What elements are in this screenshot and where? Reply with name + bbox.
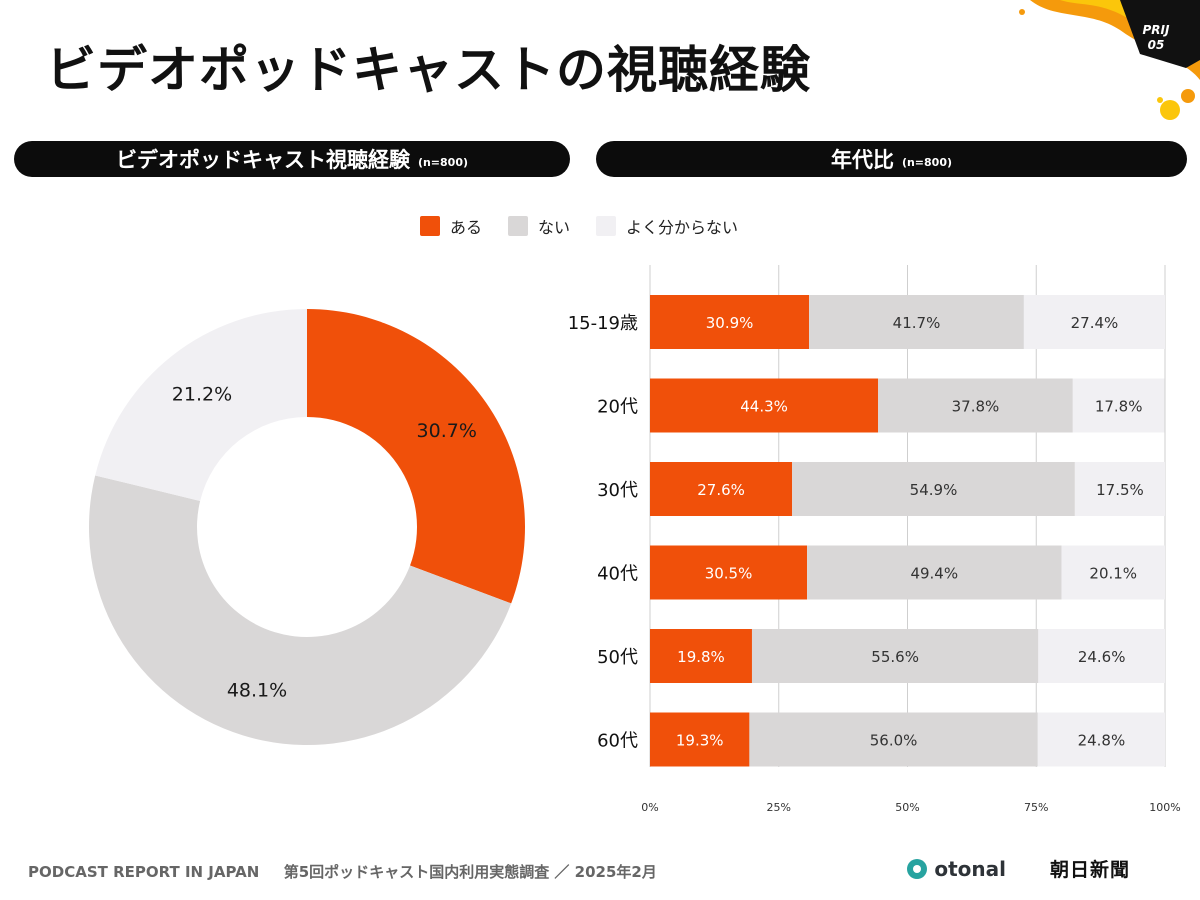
bar-value-label: 49.4%: [910, 565, 958, 583]
bar-value-label: 27.6%: [697, 481, 745, 499]
bar-value-label: 30.5%: [705, 565, 753, 583]
legend-label: ない: [538, 218, 571, 237]
footer-credit: PODCAST REPORT IN JAPAN 第5回ポッドキャスト国内利用実態…: [28, 861, 657, 882]
bar-value-label: 37.8%: [952, 398, 1000, 416]
bar-value-label: 20.1%: [1089, 565, 1137, 583]
donut-slice: [307, 309, 525, 604]
page-title: ビデオポッドキャストの視聴経験: [46, 41, 811, 99]
bar-segment: [650, 545, 808, 600]
legend-swatch: [420, 216, 440, 236]
category-label: 20代: [597, 397, 638, 418]
bar-section-title: 年代比: [830, 148, 894, 172]
x-tick-label: 100%: [1149, 801, 1180, 814]
x-tick-label: 50%: [895, 801, 919, 814]
bar-segment: [878, 378, 1073, 433]
bar-segment: [1038, 629, 1165, 683]
donut-slice-label: 48.1%: [227, 679, 287, 701]
bar-section-header: 年代比 (n=800): [596, 141, 1187, 177]
category-label: 15-19歳: [568, 313, 638, 334]
category-label: 60代: [597, 731, 638, 752]
legend-label: ある: [450, 218, 483, 237]
bar-value-label: 54.9%: [910, 481, 958, 499]
legend-label: よく分からない: [626, 218, 739, 237]
bar-segment: [809, 295, 1024, 349]
bar-value-label: 44.3%: [740, 398, 788, 416]
otonal-logo: otonal: [906, 857, 1006, 881]
bar-segment: [1023, 295, 1165, 349]
chart-legend: ある ない よく分からない: [420, 214, 764, 238]
asahi-logo: 朝日新聞: [1049, 859, 1130, 881]
bar-value-label: 17.5%: [1096, 481, 1144, 499]
legend-swatch: [508, 216, 529, 236]
bar-segment: [650, 295, 810, 349]
legend-item-unknown: よく分からない: [596, 214, 738, 238]
donut-slice-label: 21.2%: [172, 383, 232, 405]
badge-line2: 05: [1147, 38, 1165, 52]
bar-segment: [650, 462, 793, 516]
bar-value-label: 27.4%: [1071, 314, 1119, 332]
bar-value-label: 17.8%: [1095, 398, 1143, 416]
donut-section-header: ビデオポッドキャスト視聴経験 (n=800): [14, 141, 570, 177]
bar-value-label: 24.6%: [1078, 648, 1126, 666]
bar-value-label: 30.9%: [706, 314, 754, 332]
x-tick-label: 0%: [641, 801, 658, 814]
otonal-icon: [907, 858, 928, 879]
bar-value-label: 19.3%: [676, 732, 724, 750]
donut-section-n: (n=800): [417, 155, 469, 169]
badge-line1: PRIJ: [1142, 23, 1170, 37]
category-label: 30代: [597, 480, 638, 501]
bar-segment: [650, 712, 750, 767]
donut-slice: [95, 309, 307, 501]
x-tick-label: 25%: [767, 801, 791, 814]
report-badge: PRIJ 05: [1124, 10, 1188, 66]
footer-survey: 第5回ポッドキャスト国内利用実態調査 ／ 2025年2月: [283, 863, 657, 881]
legend-swatch: [596, 216, 617, 236]
bar-segment: [650, 378, 879, 433]
bar-value-label: 56.0%: [870, 732, 918, 750]
stacked-bar-chart: 0% 25% 50% 75% 100% 15-19歳 30.9% 41.7% 27.4% 20代 4…: [568, 265, 1181, 814]
donut-chart: 30.7% 48.1% 21.2%: [89, 309, 525, 745]
bar-segment: [1061, 545, 1165, 600]
bar-value-label: 41.7%: [893, 314, 941, 332]
bar-value-label: 55.6%: [871, 648, 919, 666]
bar-section-n: (n=800): [901, 155, 953, 169]
corner-decoration: [1019, 0, 1200, 120]
category-label: 40代: [597, 564, 638, 585]
category-label: 50代: [597, 647, 638, 668]
donut-slice-label: 30.7%: [417, 420, 477, 442]
bar-segment: [1074, 462, 1165, 516]
footer-report: PODCAST REPORT IN JAPAN: [28, 863, 260, 881]
bar-value-label: 24.8%: [1078, 732, 1126, 750]
donut-slice: [89, 475, 512, 745]
otonal-wordmark: otonal: [934, 856, 1006, 881]
donut-section-title: ビデオポッドキャスト視聴経験: [115, 148, 410, 172]
bar-segment: [1072, 378, 1165, 433]
bar-segment: [1037, 712, 1165, 767]
bar-segment: [749, 712, 1038, 767]
bar-segment: [650, 629, 752, 683]
bar-value-label: 19.8%: [677, 648, 725, 666]
bar-segment: [807, 545, 1062, 600]
legend-item-yes: ある: [420, 214, 482, 238]
legend-item-no: ない: [508, 214, 570, 238]
bar-segment: [751, 629, 1039, 683]
bar-segment: [792, 462, 1075, 516]
x-tick-label: 75%: [1024, 801, 1048, 814]
footer-logos: otonal 朝日新聞: [906, 855, 1130, 882]
